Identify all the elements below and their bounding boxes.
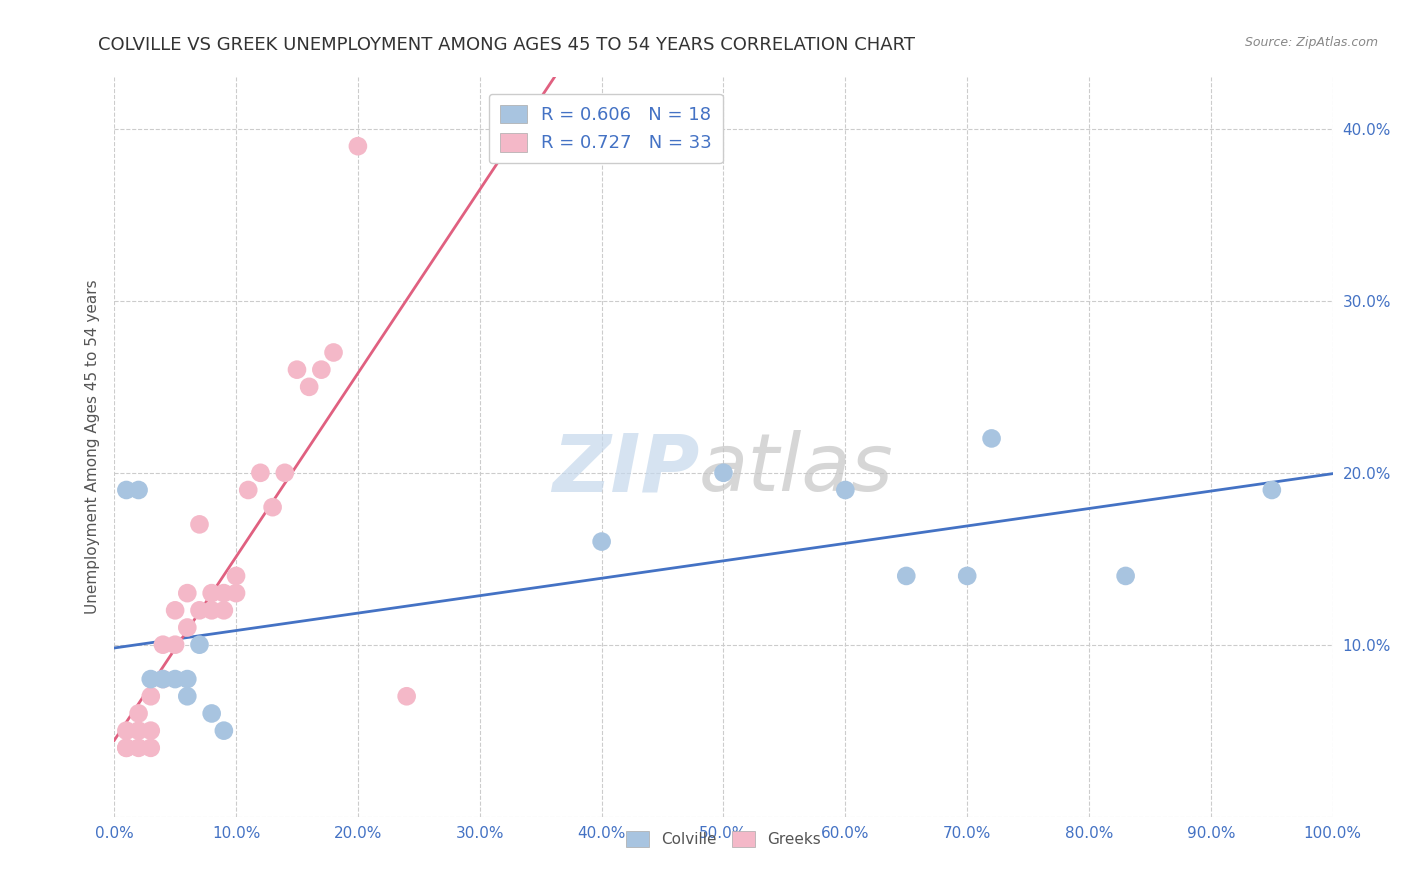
Point [980,432,1002,446]
Point [165,672,187,686]
Point [322,345,344,359]
Point [128,740,150,755]
Point [1115,569,1137,583]
Point [176,586,198,600]
Point [225,569,247,583]
Point [212,723,235,738]
Point [188,517,211,532]
Point [152,638,174,652]
Point [176,672,198,686]
Point [249,466,271,480]
Point [139,690,162,704]
Point [152,672,174,686]
Point [713,466,735,480]
Point [188,638,211,652]
Text: ZIP: ZIP [551,430,699,508]
Point [128,483,150,497]
Point [176,690,198,704]
Point [115,740,138,755]
Point [115,723,138,738]
Point [238,483,260,497]
Point [188,603,211,617]
Point [165,638,187,652]
Point [298,380,321,394]
Point [395,690,418,704]
Point [347,139,370,153]
Point [896,569,918,583]
Point [201,603,224,617]
Point [201,586,224,600]
Point [152,672,174,686]
Point [115,740,138,755]
Point [834,483,856,497]
Point [201,706,224,721]
Point [128,723,150,738]
Legend: R = 0.606   N = 18, R = 0.727   N = 33: R = 0.606 N = 18, R = 0.727 N = 33 [489,94,723,163]
Point [1261,483,1284,497]
Point [956,569,979,583]
Text: COLVILLE VS GREEK UNEMPLOYMENT AMONG AGES 45 TO 54 YEARS CORRELATION CHART: COLVILLE VS GREEK UNEMPLOYMENT AMONG AGE… [98,36,915,54]
Y-axis label: Unemployment Among Ages 45 to 54 years: Unemployment Among Ages 45 to 54 years [86,280,100,615]
Point [212,586,235,600]
Point [285,362,308,376]
Point [128,706,150,721]
Point [212,603,235,617]
Point [311,362,333,376]
Point [274,466,297,480]
Text: atlas: atlas [699,430,894,508]
Point [591,534,613,549]
Point [139,740,162,755]
Point [139,672,162,686]
Point [115,483,138,497]
Point [262,500,284,515]
Point [139,723,162,738]
Point [165,603,187,617]
Text: Source: ZipAtlas.com: Source: ZipAtlas.com [1244,36,1378,49]
Point [176,620,198,634]
Point [225,586,247,600]
